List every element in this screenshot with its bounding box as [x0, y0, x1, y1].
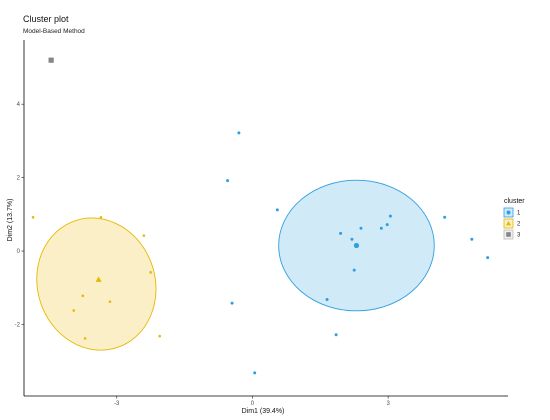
cluster-3-center [48, 57, 54, 63]
x-axis-title: Dim1 (39.4%) [242, 408, 285, 415]
cluster-1-point [385, 223, 389, 227]
cluster-2-point [149, 271, 152, 274]
cluster-2-point [158, 334, 162, 338]
legend-marker-2 [506, 220, 511, 226]
cluster-1-point [352, 268, 356, 272]
cluster-2-ellipse [36, 217, 157, 351]
y-tick-label: -2 [15, 322, 21, 328]
axis-ticks: -3 0 3 -2 0 2 4 [15, 102, 391, 407]
cluster-1-point [325, 297, 329, 301]
x-tick-label: -3 [114, 401, 120, 407]
legend: cluster 1 2 3 [503, 198, 525, 240]
cluster-1-point [359, 226, 363, 230]
cluster-2-point [31, 215, 35, 219]
cluster-2-point [108, 300, 112, 303]
y-tick-label: 4 [17, 102, 21, 108]
chart-subtitle: Model-Based Method [23, 28, 85, 35]
cluster-1-point [334, 333, 338, 337]
cluster-1-point [230, 301, 234, 305]
cluster-1-point [339, 231, 343, 235]
cluster-1-point [470, 237, 474, 241]
cluster-2-point [99, 215, 103, 219]
cluster-1-point [486, 256, 490, 260]
cluster-1-point [379, 226, 383, 230]
cluster-2-point [142, 234, 146, 237]
legend-marker-3 [506, 232, 511, 237]
cluster-2-point [72, 309, 76, 312]
cluster-2-point [81, 294, 85, 298]
x-tick-label: 3 [386, 401, 390, 407]
cluster-1-center [353, 242, 360, 249]
y-axis-title: Dim2 (13.7%) [7, 199, 14, 242]
cluster-1-point [237, 131, 241, 135]
cluster-2-point [83, 337, 87, 340]
legend-title: cluster [504, 198, 525, 205]
legend-label-1: 1 [517, 211, 521, 217]
cluster-2-center [95, 276, 102, 282]
chart-title: Cluster plot [23, 14, 69, 24]
legend-label-3: 3 [517, 233, 521, 239]
cluster-1-point [226, 179, 230, 183]
x-tick-label: 0 [251, 401, 255, 407]
y-tick-label: 0 [17, 249, 21, 255]
cluster-1-point [388, 214, 392, 218]
cluster-1-point [275, 208, 279, 212]
legend-label-2: 2 [517, 222, 521, 228]
cluster-1-point [253, 371, 257, 375]
plot-area [31, 57, 490, 375]
y-tick-label: 2 [17, 176, 21, 182]
cluster-1-point [350, 237, 354, 241]
legend-marker-1 [506, 210, 511, 215]
cluster-1-point [443, 215, 447, 219]
